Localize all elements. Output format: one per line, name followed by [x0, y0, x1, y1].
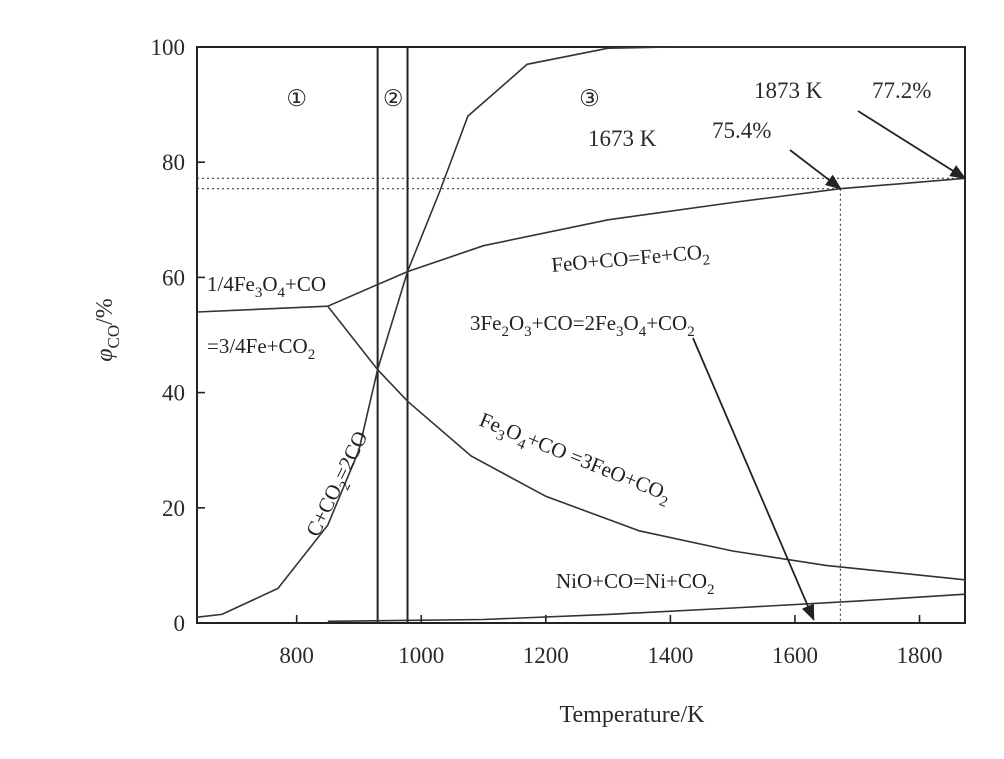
label-boudouard: C+CO2=2CO [301, 427, 377, 542]
x-tick-label: 1800 [897, 643, 943, 668]
label-fe3o4-fe-line1: 1/4Fe3O4+CO [207, 272, 326, 301]
curves [196, 46, 966, 623]
y-tick-label: 40 [162, 381, 185, 406]
reference-lines [197, 177, 965, 623]
annotation-1673-temp: 1673 K [588, 126, 657, 151]
label-fe2o3: 3Fe2O3+CO=2Fe3O4+CO2 [470, 311, 695, 340]
annotation-1873-value: 77.2% [872, 78, 931, 103]
y-axis-label-sub: CO [104, 325, 123, 349]
y-tick-label: 80 [162, 150, 185, 175]
x-tick-label: 1400 [647, 643, 693, 668]
x-axis-label: Temperature/K [560, 702, 706, 728]
arrow-ann-1873 [857, 110, 967, 180]
label-feo-fe: FeO+CO=Fe+CO2 [550, 239, 710, 282]
x-axis-ticks: 800 1000 1200 1400 1600 1800 [279, 615, 943, 668]
label-fe3o4-feo: Fe3O4+CO =3FeO+CO2 [474, 407, 674, 510]
y-tick-label: 20 [162, 496, 185, 521]
annotation-1873-temp: 1873 K [754, 78, 823, 103]
region-label-3: ③ [579, 86, 600, 111]
arrow-ann-1673 [789, 149, 842, 190]
region-label-1: ① [286, 86, 307, 111]
region-boundaries [376, 47, 409, 623]
region-labels: ① ② ③ [286, 86, 599, 111]
y-tick-label: 60 [162, 265, 185, 290]
annotation-arrows [692, 110, 967, 622]
x-tick-label: 1600 [772, 643, 818, 668]
plot-frame [196, 46, 966, 624]
arrow-ann-fe2o3 [692, 337, 815, 622]
y-axis-label: φCO/% [92, 298, 123, 362]
x-tick-label: 1000 [398, 643, 444, 668]
annotation-1673-value: 75.4% [712, 118, 771, 143]
curve-fe3o4-to-fe [196, 305, 328, 313]
label-fe3o4-fe-line2: =3/4Fe+CO2 [207, 334, 315, 363]
curve-fe3o4-to-feo [327, 305, 966, 581]
y-axis-ticks: 0 20 40 60 80 100 [151, 35, 205, 636]
x-tick-label: 1200 [523, 643, 569, 668]
y-tick-label: 0 [174, 611, 186, 636]
x-tick-label: 800 [279, 643, 314, 668]
region-label-2: ② [383, 86, 404, 111]
label-nio: NiO+CO=Ni+CO2 [556, 569, 715, 598]
y-axis-label-main: φ [92, 349, 118, 362]
curve-feo-to-fe [327, 177, 966, 307]
y-axis-label-unit: /% [92, 298, 118, 325]
curve-nio-to-ni [327, 593, 966, 623]
y-tick-label: 100 [151, 35, 186, 60]
